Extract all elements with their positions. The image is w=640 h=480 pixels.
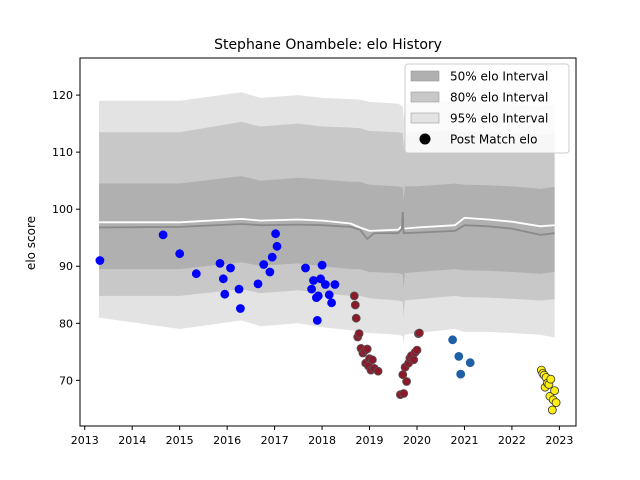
data-point xyxy=(351,313,361,323)
data-point xyxy=(301,263,310,273)
y-axis-label: elo score xyxy=(24,216,38,270)
axes-frame xyxy=(79,57,577,427)
data-point xyxy=(448,335,458,345)
data-point xyxy=(362,344,372,354)
data-point xyxy=(454,351,464,361)
x-tick-label: 2014 xyxy=(118,434,146,447)
x-tick-label: 2022 xyxy=(498,434,526,447)
data-point xyxy=(218,274,228,284)
x-tick-label: 2021 xyxy=(450,434,478,447)
data-point xyxy=(402,377,412,386)
legend: 50% elo Interval 80% elo Interval 95% elo … xyxy=(404,63,570,154)
data-point xyxy=(349,291,359,301)
data-point xyxy=(456,369,466,379)
data-point xyxy=(317,260,327,270)
data-point xyxy=(399,389,409,398)
x-tick-label: 2017 xyxy=(261,434,289,447)
data-point xyxy=(327,298,337,308)
legend-marker xyxy=(419,133,431,145)
plot-content xyxy=(95,92,561,415)
band-50 xyxy=(99,176,555,290)
y-tick-label: 90 xyxy=(59,260,73,273)
data-point xyxy=(235,304,245,313)
x-tick-label: 2013 xyxy=(71,434,99,447)
legend-label: 95% elo Interval xyxy=(450,112,548,126)
y-tick-label: 120 xyxy=(52,89,73,102)
data-point xyxy=(550,386,559,396)
data-point xyxy=(414,328,424,338)
data-point xyxy=(546,374,556,384)
axes: 2013 2014 2015 2016 2017 2018 2019 2020 2021 2022… xyxy=(52,57,577,447)
x-tick-label: 2023 xyxy=(545,434,573,447)
data-point xyxy=(271,229,281,239)
data-point xyxy=(465,358,475,368)
x-tick-label: 2016 xyxy=(213,434,241,447)
data-point xyxy=(320,280,330,289)
data-point xyxy=(226,263,235,273)
data-point xyxy=(312,315,322,325)
data-point xyxy=(354,329,364,339)
data-point xyxy=(309,276,318,285)
legend-label: 80% elo Interval xyxy=(450,91,548,105)
legend-swatch xyxy=(410,112,440,124)
data-point xyxy=(272,241,282,251)
data-point xyxy=(95,256,105,265)
upper-estimate-line xyxy=(99,216,555,232)
x-tick-label: 2020 xyxy=(403,434,431,447)
data-point xyxy=(215,258,225,268)
legend-swatch xyxy=(410,91,440,103)
mean-elo-line xyxy=(98,211,555,241)
data-point xyxy=(307,284,317,294)
data-point xyxy=(373,366,383,376)
data-point xyxy=(316,274,326,284)
data-point xyxy=(330,280,340,289)
y-tick-label: 110 xyxy=(52,146,73,159)
legend-swatch xyxy=(410,70,440,82)
y-tick-label: 80 xyxy=(59,317,73,330)
data-point xyxy=(547,405,557,415)
data-point xyxy=(220,289,230,299)
data-point xyxy=(412,345,422,355)
data-point xyxy=(367,355,377,365)
data-point xyxy=(158,230,168,240)
data-point xyxy=(409,355,419,365)
data-point xyxy=(313,291,323,301)
data-point xyxy=(267,252,277,262)
data-point xyxy=(259,260,269,269)
data-point xyxy=(175,249,185,259)
y-tick-label: 100 xyxy=(52,203,73,216)
data-point xyxy=(350,300,360,310)
x-tick-label: 2018 xyxy=(308,434,336,447)
y-tick-label: 70 xyxy=(59,374,73,387)
data-point xyxy=(265,267,275,277)
legend-label: Post Match elo xyxy=(450,133,537,147)
legend-box xyxy=(404,63,570,154)
data-point xyxy=(324,290,334,300)
x-tick-label: 2015 xyxy=(166,434,194,447)
x-tick-label: 2019 xyxy=(356,434,384,447)
plot-area xyxy=(95,92,561,415)
chart-title: Stephane Onambele: elo History xyxy=(214,37,442,53)
data-point xyxy=(191,269,201,279)
legend-label: 50% elo Interval xyxy=(450,70,548,84)
data-point xyxy=(253,279,263,289)
data-point xyxy=(234,284,244,294)
data-point xyxy=(551,398,561,408)
